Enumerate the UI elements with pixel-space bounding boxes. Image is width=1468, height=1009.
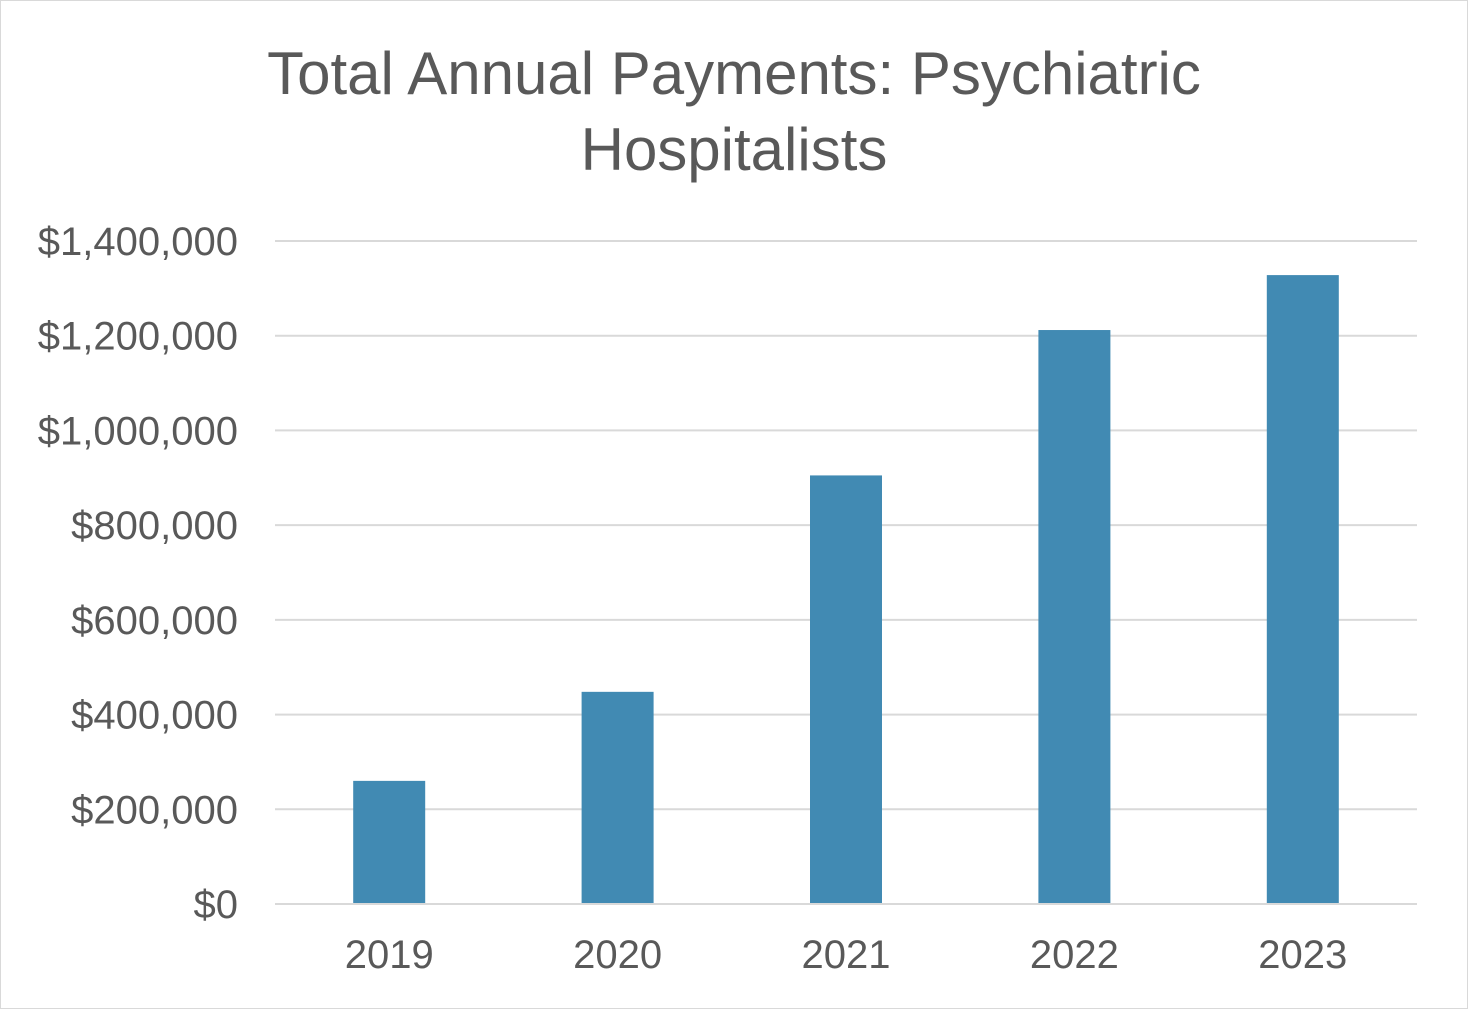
bar (1266, 275, 1339, 904)
bar (1038, 330, 1111, 904)
y-tick-label: $200,000 (71, 788, 238, 832)
chart-title: Total Annual Payments: Psychiatric Hospi… (0, 36, 1468, 188)
x-tick-label: 2020 (573, 933, 662, 977)
x-tick-label: 2022 (1030, 933, 1119, 977)
y-tick-label: $1,400,000 (38, 220, 238, 264)
chart-title-line-2: Hospitalists (580, 116, 888, 183)
y-tick-label: $1,000,000 (38, 409, 238, 453)
y-tick-label: $600,000 (71, 599, 238, 643)
chart-title-line-1: Total Annual Payments: Psychiatric (267, 40, 1201, 107)
bar (581, 691, 654, 904)
y-tick-label: $1,200,000 (38, 315, 238, 359)
x-tick-label: 2021 (802, 933, 891, 977)
y-tick-label: $800,000 (71, 504, 238, 548)
x-tick-label: 2019 (345, 933, 434, 977)
y-tick-label: $0 (194, 883, 239, 927)
y-tick-label: $400,000 (71, 694, 238, 738)
bar (810, 475, 882, 904)
x-tick-label: 2023 (1258, 933, 1347, 977)
bar (353, 780, 426, 904)
